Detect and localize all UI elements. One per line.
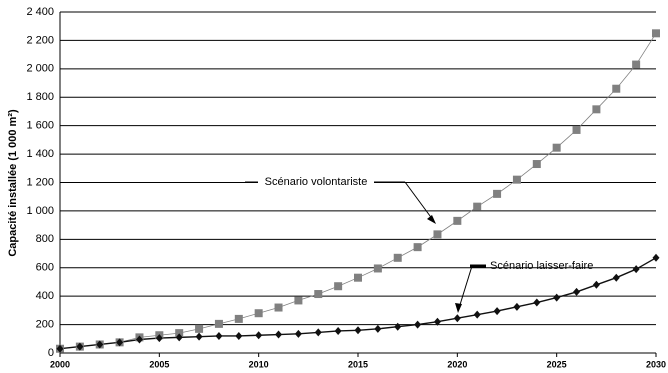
point xyxy=(473,202,482,211)
point xyxy=(195,332,203,341)
point xyxy=(374,324,382,333)
point xyxy=(532,160,541,169)
point xyxy=(294,296,303,305)
point xyxy=(255,331,263,340)
point xyxy=(493,307,501,316)
arrow-head xyxy=(455,303,462,313)
point xyxy=(592,280,600,289)
point xyxy=(632,265,640,274)
x-tick-label: 2025 xyxy=(547,359,567,369)
point xyxy=(155,334,163,343)
y-tick-label: 1 400 xyxy=(26,148,54,160)
point xyxy=(473,310,481,319)
point xyxy=(394,322,402,331)
point xyxy=(334,326,342,335)
point xyxy=(553,293,561,302)
point xyxy=(294,329,302,338)
annotation-arrow xyxy=(458,265,473,309)
point xyxy=(254,309,263,318)
y-tick-label: 1 000 xyxy=(26,205,54,217)
point xyxy=(612,84,621,93)
point xyxy=(96,340,104,349)
point xyxy=(314,328,322,337)
y-tick-label: 1 800 xyxy=(26,91,54,103)
point xyxy=(274,303,283,312)
point xyxy=(195,324,204,333)
x-tick-label: 2030 xyxy=(646,359,666,369)
point xyxy=(513,302,521,311)
point xyxy=(235,331,243,340)
point xyxy=(552,143,561,152)
y-tick-label: 2 200 xyxy=(26,34,54,46)
point xyxy=(214,319,223,328)
y-tick-label: 1 600 xyxy=(26,120,54,132)
y-axis-label: Capacité installée (1 000 m²) xyxy=(7,109,19,257)
point xyxy=(175,329,184,338)
label-bg xyxy=(258,174,374,190)
point xyxy=(632,60,641,69)
point xyxy=(116,338,124,347)
point xyxy=(592,105,601,114)
point xyxy=(573,287,581,296)
point xyxy=(314,290,323,299)
point xyxy=(175,333,183,342)
y-tick-label: 0 xyxy=(48,347,54,359)
point xyxy=(215,331,223,340)
point xyxy=(413,243,422,252)
point xyxy=(334,282,343,291)
point xyxy=(652,29,660,38)
point xyxy=(354,273,362,282)
y-tick-label: 2 000 xyxy=(26,63,54,75)
point xyxy=(572,125,581,134)
point xyxy=(493,189,502,198)
point xyxy=(652,253,660,262)
point xyxy=(453,314,461,323)
annotation-text: Scénario volontariste xyxy=(265,176,368,188)
point xyxy=(275,330,283,339)
y-tick-label: 1 200 xyxy=(26,176,54,188)
annotation-text: Scénario laisser-faire xyxy=(490,260,593,272)
point xyxy=(76,342,84,351)
x-tick-label: 2010 xyxy=(249,359,269,369)
arrow-head xyxy=(427,215,436,224)
y-tick-label: 200 xyxy=(36,318,54,330)
point xyxy=(135,335,143,344)
y-tick-label: 600 xyxy=(36,262,54,274)
point xyxy=(512,175,521,184)
point xyxy=(433,230,442,239)
y-tick-label: 2 400 xyxy=(26,6,54,18)
y-tick-label: 400 xyxy=(36,290,54,302)
x-tick-label: 2015 xyxy=(348,359,368,369)
y-tick-label: 800 xyxy=(36,233,54,245)
point xyxy=(354,326,362,335)
x-tick-label: 2005 xyxy=(149,359,169,369)
x-tick-label: 2000 xyxy=(50,359,70,369)
point xyxy=(56,344,64,353)
point xyxy=(234,314,243,323)
annotation-arrow xyxy=(404,181,434,221)
point xyxy=(433,317,441,326)
point xyxy=(612,273,620,282)
series-line xyxy=(59,33,657,350)
annotations: Scénario volontariste Scénario laisser-f… xyxy=(245,174,593,313)
x-tick-label: 2020 xyxy=(447,359,467,369)
point xyxy=(533,298,541,307)
point xyxy=(414,320,422,329)
point xyxy=(393,253,402,262)
point xyxy=(373,264,382,273)
point xyxy=(453,216,462,225)
